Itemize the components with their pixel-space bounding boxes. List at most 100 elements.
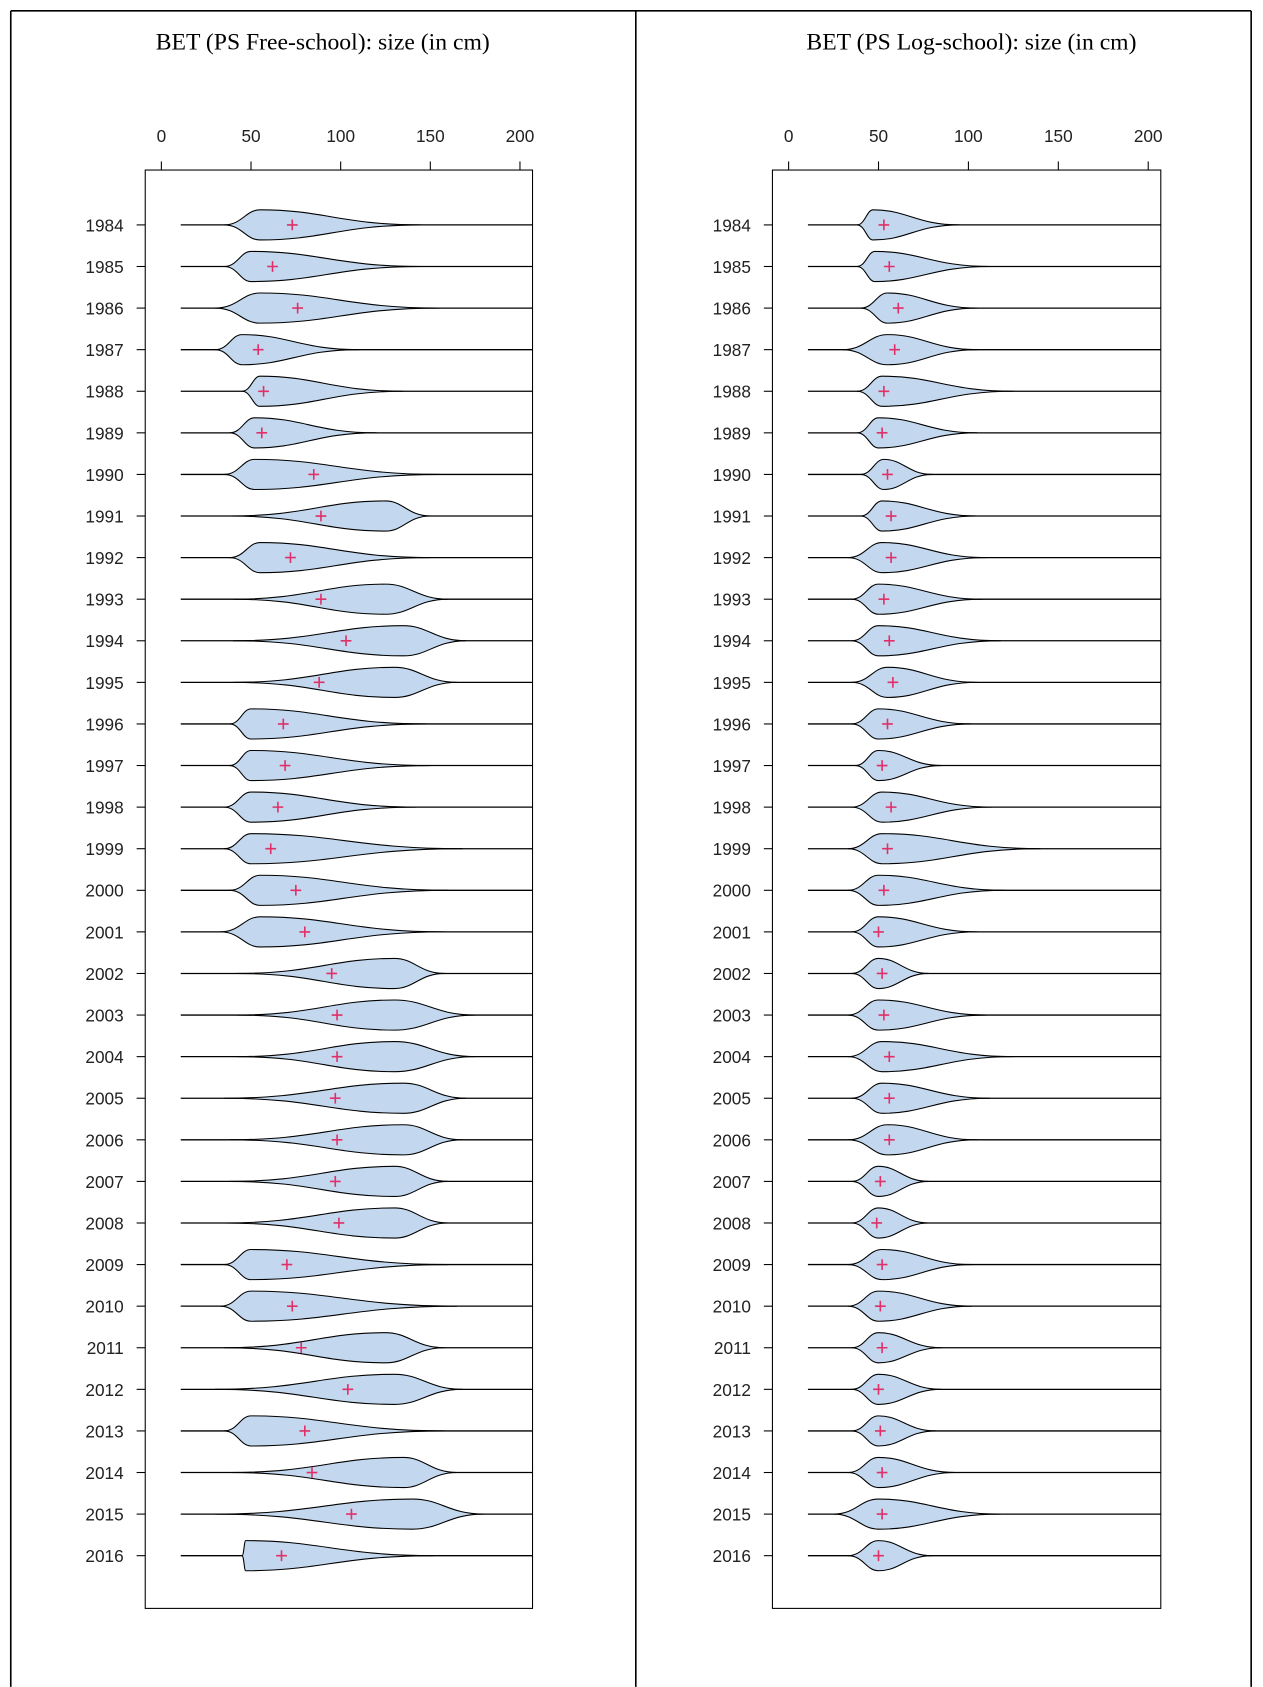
y-tick-label: 2015 [85, 1505, 123, 1525]
y-tick-label: 1988 [713, 382, 751, 402]
y-tick-label: 1993 [713, 590, 751, 610]
violin [847, 999, 987, 1031]
x-tick-label: 100 [326, 126, 355, 146]
mean-marker [331, 1134, 343, 1146]
mean-marker [329, 1176, 341, 1187]
x-tick-label: 0 [157, 126, 167, 146]
violin [851, 1332, 942, 1364]
violin [851, 1082, 990, 1114]
y-tick-label: 2005 [713, 1089, 751, 1109]
y-tick-label: 2016 [713, 1546, 751, 1566]
y-tick-label: 1989 [713, 423, 751, 443]
y-tick-label: 2001 [85, 922, 123, 942]
y-tick-label: 1991 [85, 506, 123, 526]
mean-marker [331, 1051, 343, 1063]
y-tick-label: 1994 [713, 631, 752, 651]
mean-marker [878, 219, 890, 231]
y-tick-label: 2013 [713, 1421, 751, 1441]
y-tick-label: 1991 [713, 506, 751, 526]
y-tick-label: 1997 [85, 756, 123, 776]
mean-marker [876, 1467, 888, 1478]
violin [851, 666, 978, 698]
violin [236, 957, 445, 990]
chart-title: BET (PS Free-school): size (in cm) [156, 30, 490, 56]
violin [856, 250, 990, 283]
mean-marker [306, 1467, 318, 1478]
violin [229, 500, 431, 532]
mean-marker [873, 926, 884, 938]
violin [847, 1041, 1014, 1073]
violin [851, 708, 973, 740]
y-tick-label: 2000 [85, 881, 123, 901]
mean-marker [883, 1092, 895, 1104]
mean-marker [887, 676, 899, 688]
y-tick-label: 2011 [714, 1338, 751, 1358]
plot-box [144, 169, 534, 1609]
y-tick-label: 1985 [85, 257, 123, 277]
violin [860, 292, 978, 324]
y-tick-label: 1997 [713, 756, 751, 776]
mean-marker [878, 884, 890, 896]
mean-marker [878, 593, 890, 605]
y-tick-label: 2012 [85, 1380, 123, 1400]
mean-marker [285, 552, 296, 563]
y-tick-label: 2012 [713, 1380, 751, 1400]
y-tick-label: 1996 [713, 714, 751, 734]
mean-marker [342, 1383, 354, 1395]
violin [833, 1498, 1001, 1530]
violin [229, 417, 377, 449]
mean-marker [876, 968, 888, 979]
mean-marker [876, 1259, 888, 1270]
chart-title: BET (PS Log-school): size (in cm) [806, 30, 1136, 56]
y-tick-label: 1996 [85, 714, 123, 734]
mean-marker [286, 219, 298, 231]
violin [847, 1124, 978, 1156]
mean-marker [889, 344, 901, 356]
violin [847, 1248, 973, 1281]
mean-marker [272, 801, 284, 813]
mean-marker [876, 1342, 888, 1354]
mean-marker [883, 1051, 895, 1063]
violin [860, 458, 933, 491]
x-tick-label: 200 [506, 126, 535, 146]
y-tick-label: 2015 [713, 1505, 751, 1525]
violin [241, 375, 404, 407]
mean-marker [882, 843, 893, 855]
x-tick-label: 150 [1044, 126, 1073, 146]
violin [224, 209, 422, 241]
violin [241, 1540, 434, 1572]
mean-marker [346, 1508, 357, 1520]
y-tick-label: 1995 [713, 673, 751, 693]
violin [851, 1165, 929, 1198]
y-tick-label: 1984 [85, 215, 124, 235]
mean-marker [883, 635, 895, 647]
violin [224, 833, 463, 865]
mean-marker [308, 469, 320, 480]
plot-box [771, 169, 1162, 1609]
violin [851, 1207, 929, 1239]
mean-marker [892, 302, 904, 314]
violin [215, 292, 440, 324]
violin [851, 957, 929, 990]
violin [233, 583, 449, 615]
mean-marker [279, 760, 291, 771]
y-tick-label: 2007 [85, 1172, 123, 1192]
y-tick-label: 1987 [85, 340, 123, 360]
violin [851, 1373, 942, 1405]
x-tick-label: 100 [954, 126, 983, 146]
violin [860, 500, 978, 532]
violin [224, 458, 440, 491]
violin [220, 1290, 458, 1322]
x-tick-label: 150 [416, 126, 445, 146]
violin [847, 1290, 973, 1322]
y-tick-label: 2004 [85, 1047, 124, 1067]
mean-marker [252, 344, 264, 356]
y-tick-label: 1999 [713, 839, 751, 859]
mean-marker [329, 1092, 341, 1104]
violin [856, 209, 960, 241]
violin [847, 833, 1041, 865]
mean-marker [882, 718, 893, 730]
mean-marker [299, 1425, 311, 1437]
y-tick-label: 2002 [85, 964, 123, 984]
y-tick-label: 1988 [85, 382, 123, 402]
